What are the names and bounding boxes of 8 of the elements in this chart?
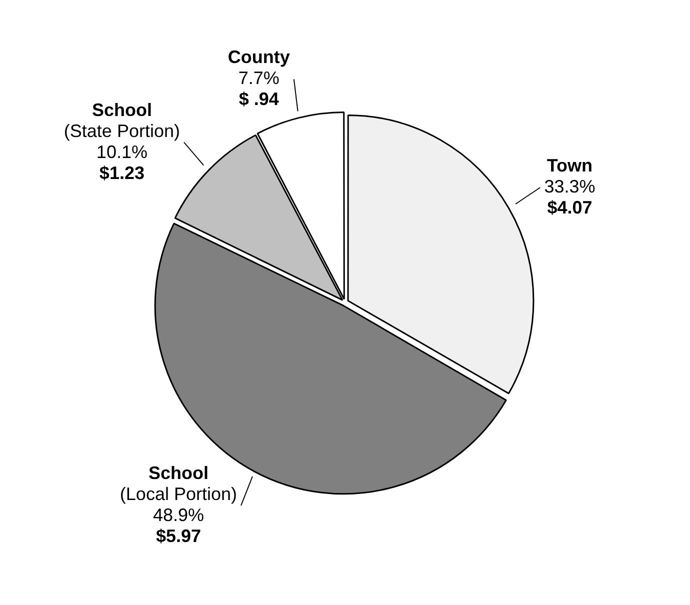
data-label: 7.7% $ .94 <box>238 68 280 110</box>
data-label: 48.9% $5.97 <box>152 505 204 546</box>
slice-label: School (Local Portion) <box>120 463 237 504</box>
slice-label: School (State Portion) <box>64 100 180 141</box>
data-label: 10.1% $1.23 <box>96 142 148 183</box>
slice-label: Town <box>546 155 593 176</box>
slice-label: County <box>228 47 290 68</box>
data-label: 33.3% $4.07 <box>544 176 596 218</box>
